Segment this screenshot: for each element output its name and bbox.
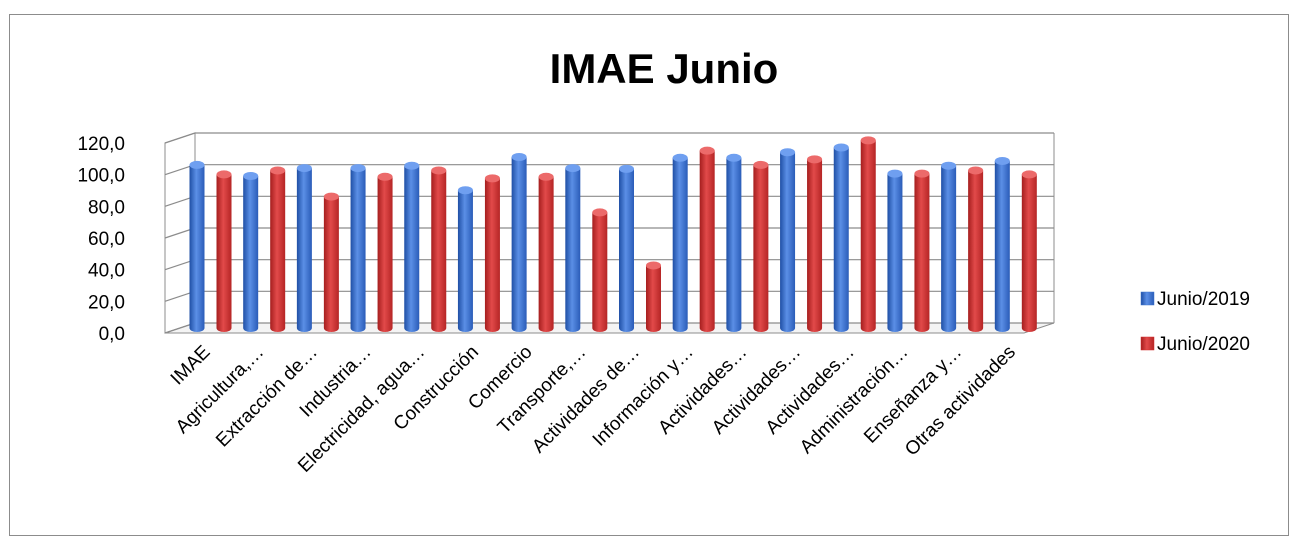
- bar-junio-2020: [216, 170, 232, 332]
- bar-junio-2019: [994, 156, 1010, 332]
- x-tick-label: IMAE: [167, 342, 215, 390]
- bar-junio-2019: [833, 143, 849, 332]
- bar-junio-2020: [484, 174, 500, 332]
- bar-junio-2019: [565, 164, 581, 332]
- bar-junio-2020: [270, 166, 286, 332]
- bar-junio-2020: [377, 172, 393, 332]
- bar-junio-2019: [726, 153, 742, 332]
- bar-junio-2020: [968, 166, 984, 332]
- y-tick-label: 120,0: [77, 134, 125, 155]
- y-tick-label: 40,0: [88, 261, 125, 282]
- bar-junio-2019: [296, 164, 312, 332]
- y-tick-label: 20,0: [88, 292, 125, 313]
- y-tick-label: 60,0: [88, 229, 125, 250]
- bar-junio-2019: [404, 161, 420, 332]
- bar-junio-2019: [619, 164, 634, 332]
- legend-label: Junio/2020: [1157, 334, 1250, 355]
- bar-junio-2020: [753, 160, 769, 332]
- bar-junio-2020: [592, 208, 608, 332]
- chart-frame: IMAE Junio 0,0 20,0 40,0 60,0 80,0 100,0 120,0…: [9, 14, 1289, 536]
- y-tick-label: 0,0: [99, 324, 125, 345]
- legend-item: Junio/2019: [1140, 289, 1250, 310]
- chart-title: IMAE Junio: [550, 45, 779, 92]
- bar-junio-2020: [807, 155, 823, 332]
- bar-junio-2020: [323, 192, 339, 332]
- bar-junio-2019: [243, 172, 259, 332]
- bar-junio-2020: [699, 146, 715, 332]
- bar-junio-2019: [672, 153, 688, 332]
- bar-junio-2019: [941, 161, 957, 332]
- bar-junio-2019: [887, 169, 903, 332]
- legend-swatch: [1140, 336, 1155, 351]
- bar-junio-2019: [350, 164, 366, 332]
- bar-junio-2020: [914, 169, 930, 332]
- bar-junio-2019: [780, 148, 796, 332]
- bar-junio-2019: [457, 186, 473, 332]
- legend-swatch: [1140, 291, 1155, 306]
- imae-bar-chart: IMAE Junio 0,0 20,0 40,0 60,0 80,0 100,0 120,0…: [77, 45, 1250, 477]
- legend: Junio/2019 Junio/2020: [1140, 289, 1250, 355]
- y-tick-label: 80,0: [88, 197, 125, 218]
- bar-junio-2019: [189, 160, 205, 332]
- x-tick-label: Enseñanza y…: [860, 342, 966, 448]
- bar-junio-2020: [1021, 170, 1037, 332]
- legend-label: Junio/2019: [1157, 289, 1250, 310]
- bars-layer: [189, 136, 1037, 332]
- legend-item: Junio/2020: [1140, 334, 1250, 355]
- y-axis-tick-labels: 0,0 20,0 40,0 60,0 80,0 100,0 120,0: [77, 134, 125, 345]
- bar-junio-2020: [538, 172, 554, 332]
- bar-junio-2020: [646, 261, 661, 332]
- bar-junio-2020: [860, 136, 876, 332]
- bar-junio-2019: [511, 153, 527, 332]
- gridline: [164, 132, 1054, 144]
- bar-junio-2020: [431, 166, 447, 332]
- y-tick-label: 100,0: [77, 166, 125, 187]
